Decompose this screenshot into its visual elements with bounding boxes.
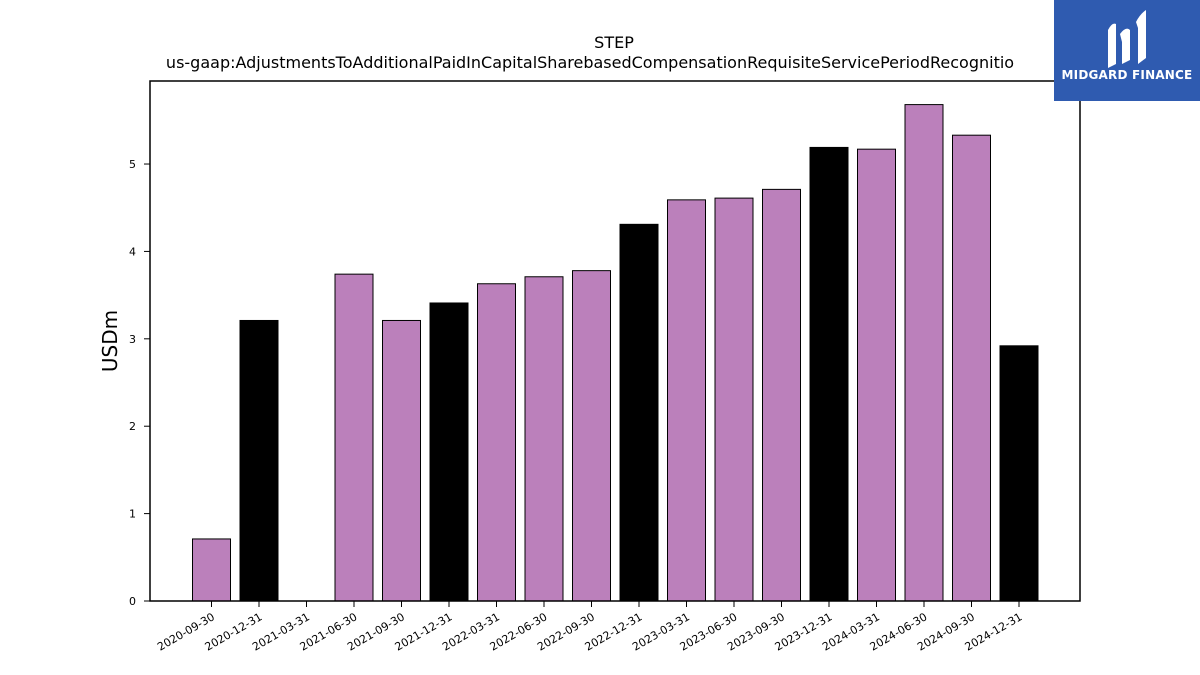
plot-frame xyxy=(149,80,1081,602)
y-axis-label: USDm xyxy=(98,310,122,372)
y-tick-label: 1 xyxy=(129,508,136,521)
bar xyxy=(667,199,706,602)
bar xyxy=(904,104,944,602)
bar xyxy=(524,276,564,602)
bar xyxy=(809,146,849,602)
bar xyxy=(762,188,801,602)
y-tick-label: 3 xyxy=(129,333,136,346)
bar xyxy=(572,270,611,602)
y-tick-label: 4 xyxy=(129,245,136,258)
bar xyxy=(952,134,991,602)
midgard-logo-icon xyxy=(1108,10,1146,69)
bar xyxy=(619,223,659,602)
bar xyxy=(429,302,469,602)
y-tick-label: 2 xyxy=(129,420,136,433)
chart-subtitle: us-gaap:AdjustmentsToAdditionalPaidInCap… xyxy=(166,53,1014,72)
bar xyxy=(477,283,516,602)
bar xyxy=(334,273,374,602)
y-tick-label: 0 xyxy=(129,595,136,608)
bar xyxy=(714,197,754,602)
bar xyxy=(857,148,896,602)
bar xyxy=(239,319,279,602)
chart-title: STEP xyxy=(594,33,634,52)
plot-area: 0123452020-09-302020-12-312021-03-312021… xyxy=(129,80,1081,654)
midgard-finance-logo: MIDGARD FINANCE xyxy=(1054,0,1200,101)
logo-text: MIDGARD FINANCE xyxy=(1061,68,1193,82)
y-tick-label: 5 xyxy=(129,158,136,171)
bar xyxy=(382,319,421,602)
bar xyxy=(999,345,1039,602)
bar xyxy=(192,538,231,602)
